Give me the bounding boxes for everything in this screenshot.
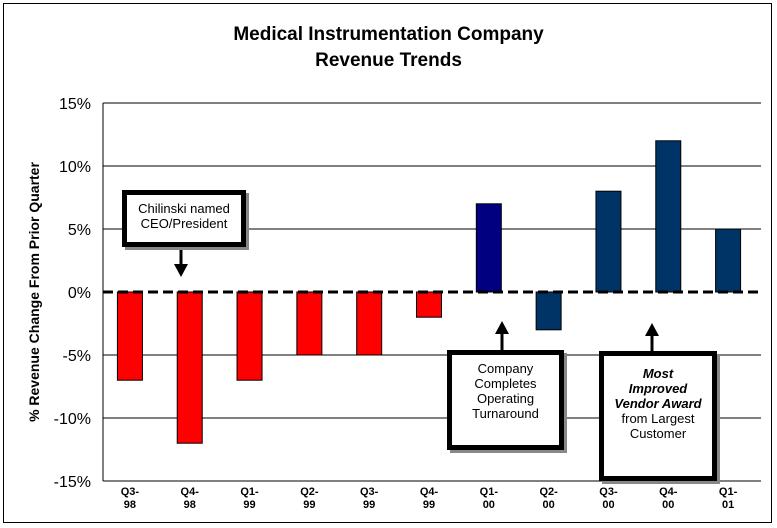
x-tick-label: Q1-	[719, 486, 738, 498]
y-tick-label: -10%	[54, 411, 91, 428]
x-tick-label: Q1-	[480, 486, 499, 498]
bar	[416, 291, 442, 318]
bar	[715, 228, 742, 293]
x-tick-label: 01	[722, 499, 734, 511]
x-tick-label: Q4-	[420, 486, 439, 498]
x-tick-label: 99	[303, 499, 315, 511]
x-tick-label: Q2-	[539, 486, 558, 498]
bar	[176, 291, 203, 444]
callout-ceo: Chilinski named CEO/President	[122, 190, 246, 247]
bars	[116, 140, 742, 444]
x-tick-label: 00	[543, 499, 555, 511]
y-tick-labels: 15% 10% 5% 0% -5% -10% -15%	[54, 96, 91, 491]
x-tick-label: Q3-	[599, 486, 618, 498]
chart-title: Medical Instrumentation Company	[233, 24, 544, 45]
callout-turnaround: Company Completes Operating Turnaround	[447, 350, 564, 450]
y-tick-label: -15%	[54, 474, 91, 491]
x-tick-label: Q2-	[300, 486, 319, 498]
x-tick-label: Q4-	[181, 486, 200, 498]
callout-line: from Largest	[621, 411, 695, 426]
callout-line: Company	[477, 361, 534, 376]
y-tick-label: 5%	[68, 222, 91, 239]
callout-line: Completes	[474, 376, 537, 391]
x-tick-label: 98	[184, 499, 196, 511]
x-tick-label: 98	[124, 499, 136, 511]
bar	[116, 291, 143, 381]
x-tick-label: 99	[363, 499, 375, 511]
x-tick-label: Q3-	[121, 486, 140, 498]
up-arrow-icon	[645, 323, 659, 351]
callout-line: Operating	[476, 391, 535, 406]
bar	[236, 291, 263, 381]
x-tick-label: 00	[662, 499, 674, 511]
y-tick-label: 0%	[68, 285, 91, 302]
x-tick-label: 99	[243, 499, 255, 511]
callout-line: Improved	[628, 381, 688, 396]
bar	[655, 140, 682, 293]
x-tick-label: Q3-	[360, 486, 379, 498]
bar	[595, 190, 622, 293]
callout-line: Customer	[629, 426, 687, 441]
callout-line: CEO/President	[140, 216, 228, 231]
x-tick-label: 00	[483, 499, 495, 511]
x-tick-label: 99	[423, 499, 435, 511]
x-tick-labels: Q3-98Q4-98Q1-99Q2-99Q3-99Q4-99Q1-00Q2-00…	[121, 486, 738, 511]
callout-line: Turnaround	[472, 406, 539, 421]
chart-subtitle: Revenue Trends	[315, 50, 462, 71]
callout-line: Vendor Award	[614, 396, 702, 411]
callout-vendor-award: Most Improved Vendor Award from Largest …	[599, 351, 717, 481]
y-tick-label: 15%	[59, 96, 91, 113]
callout-line: Chilinski named	[138, 201, 230, 216]
down-arrow-icon	[174, 247, 188, 277]
bar	[356, 291, 383, 356]
x-tick-label: 00	[602, 499, 614, 511]
y-tick-label: 10%	[59, 159, 91, 176]
x-tick-label: Q1-	[240, 486, 259, 498]
bar	[535, 291, 562, 331]
callout-line: Most	[642, 366, 674, 381]
bar	[296, 291, 323, 356]
x-tick-label: Q4-	[659, 486, 678, 498]
up-arrow-icon	[495, 321, 509, 350]
bar	[475, 203, 502, 293]
y-tick-label: -5%	[63, 348, 91, 365]
